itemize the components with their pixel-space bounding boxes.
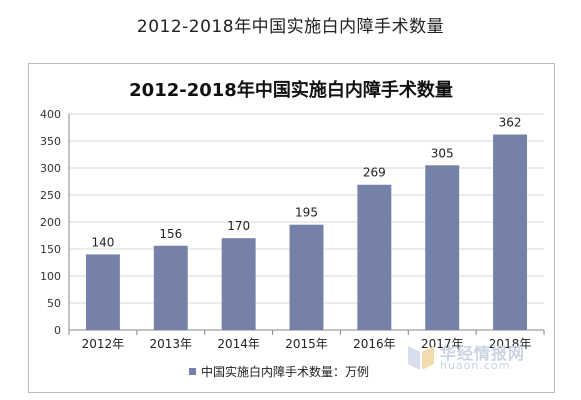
y-tick-label: 300: [40, 162, 61, 175]
bar-chart: 2012-2018年中国实施白内障手术数量 0 50 100 150 200 250 300…: [40, 79, 545, 379]
chart-title: 2012-2018年中国实施白内障手术数量: [129, 79, 453, 101]
y-tick-label: 250: [40, 189, 61, 202]
y-tick-label: 150: [40, 243, 61, 256]
y-tick-label: 350: [40, 135, 61, 148]
bar: [425, 165, 460, 330]
data-label: 170: [227, 219, 250, 233]
watermark-brand: 华经情报网: [440, 344, 526, 363]
x-tick-label: 2016年: [353, 337, 396, 351]
data-label: 269: [363, 166, 386, 180]
watermark-url: huaon.com: [440, 359, 511, 372]
page-title: 2012-2018年中国实施白内障手术数量: [136, 17, 445, 37]
bar: [221, 238, 256, 330]
data-label: 195: [295, 206, 318, 220]
legend: 中国实施白内障手术数量：万例: [189, 364, 369, 379]
x-tick-label: 2012年: [82, 337, 125, 351]
legend-swatch: [189, 368, 196, 375]
axes: 0 50 100 150 200 250 300 350 400 2012年 2013年 2014年 2…: [40, 108, 545, 351]
legend-label: 中国实施白内障手术数量：万例: [201, 364, 369, 379]
bar: [85, 254, 120, 330]
data-label: 362: [499, 116, 522, 130]
y-tick-label: 50: [47, 297, 61, 310]
chart-area: 2012-2018年中国实施白内障手术数量 0 50 100 150 200 250 300…: [28, 63, 555, 393]
bars: [85, 134, 528, 330]
data-labels: 140 156 170 195 269 305 362: [91, 116, 521, 250]
y-tick-label: 200: [40, 216, 61, 229]
bar: [357, 184, 392, 330]
y-tick-label: 0: [54, 324, 61, 337]
y-tick-label: 400: [40, 108, 61, 121]
data-label: 305: [431, 146, 454, 160]
watermark-logo-icon: [408, 346, 434, 370]
watermark: 华经情报网 huaon.com: [406, 340, 556, 380]
data-label: 156: [159, 227, 182, 241]
bar: [493, 134, 528, 330]
x-tick-label: 2013年: [150, 337, 193, 351]
y-tick-label: 100: [40, 270, 61, 283]
x-tick-label: 2015年: [285, 337, 328, 351]
x-tick-label: 2018年: [489, 337, 532, 351]
bar: [153, 245, 188, 330]
data-label: 140: [91, 235, 114, 249]
bar: [289, 224, 324, 330]
x-tick-label: 2014年: [217, 337, 260, 351]
